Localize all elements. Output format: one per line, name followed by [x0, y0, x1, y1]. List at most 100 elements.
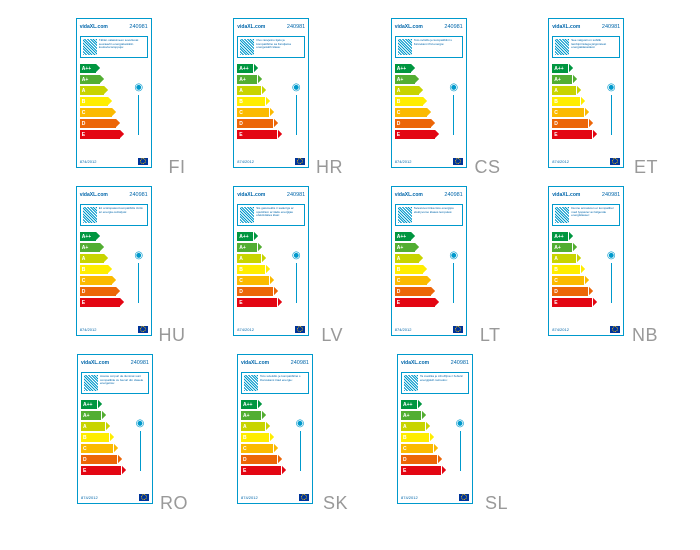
lamp-icon: [555, 207, 569, 223]
brand-text: vidaXL.com: [237, 192, 265, 198]
regulation-text: 874/2012: [241, 495, 258, 500]
label-cell-sl: vidaXL.com240981Ta svetilka je združljiv…: [360, 354, 510, 514]
energy-class-label: C: [554, 278, 558, 284]
energy-label: vidaXL.com240981Ovo rasvjetno tijelo je …: [233, 18, 309, 168]
lamp-diagram: ◉: [291, 400, 309, 489]
label-row-2: vidaXL.com240981Aceste corpuri de ilumin…: [40, 354, 660, 514]
energy-arrow-ap: A+: [552, 243, 600, 252]
energy-class-label: A++: [397, 66, 406, 72]
energy-arrows: A++A+ABCDE: [237, 64, 285, 153]
energy-class-label: E: [243, 468, 246, 474]
energy-arrow-ap: A+: [395, 75, 443, 84]
energy-class-label: A++: [554, 234, 563, 240]
label-cell-lt: vidaXL.com240981Šviestuvui tinka šios en…: [355, 186, 503, 346]
energy-class-label: E: [397, 300, 400, 306]
energy-arrow-a: A: [395, 254, 443, 263]
energy-class-label: D: [397, 289, 401, 295]
info-box: See valgusti on sobilik lambipirnidega j…: [552, 36, 620, 58]
energy-class-label: A+: [243, 413, 250, 419]
bulb-icon: ◉: [456, 418, 465, 429]
lamp-line: [453, 263, 454, 303]
compatibility-text: Aceste corpuri de iluminat sunt compatib…: [100, 375, 146, 391]
energy-class-label: A: [397, 256, 401, 262]
country-code: LT: [480, 325, 501, 346]
energy-arrows: A++A+ABCDE: [81, 400, 129, 489]
info-box: Ez a lámpatest kompatibilis izzók az ene…: [80, 204, 148, 226]
compatibility-text: Šviestuvui tinka šios energijos efektyvu…: [414, 207, 460, 223]
energy-arrow-e: E: [241, 466, 289, 475]
energy-class-label: A+: [554, 245, 561, 251]
energy-class-label: A+: [239, 77, 246, 83]
lamp-diagram: ◉: [130, 232, 148, 321]
energy-class-label: A: [403, 424, 407, 430]
energy-arrow-d: D: [241, 455, 289, 464]
energy-class-label: A+: [397, 77, 404, 83]
info-box: Aceste corpuri de iluminat sunt compatib…: [81, 372, 149, 394]
compatibility-text: Denne armaturen er kompatibel med lyspær…: [571, 207, 617, 223]
energy-class-label: D: [239, 289, 243, 295]
energy-class-label: E: [554, 300, 557, 306]
info-box: Šviestuvui tinka šios energijos efektyvu…: [395, 204, 463, 226]
energy-arrow-app: A++: [81, 400, 129, 409]
energy-arrow-app: A++: [237, 232, 285, 241]
energy-label: vidaXL.com240981Denne armaturen er kompa…: [548, 186, 624, 336]
regulation-text: 874/2012: [237, 159, 254, 164]
brand-text: vidaXL.com: [81, 360, 109, 366]
lamp-icon: [83, 207, 97, 223]
energy-class-label: A++: [239, 66, 248, 72]
energy-arrow-e: E: [395, 130, 443, 139]
energy-arrows: A++A+ABCDE: [552, 232, 600, 321]
label-cell-ro: vidaXL.com240981Aceste corpuri de ilumin…: [40, 354, 190, 514]
label-cell-sk: vidaXL.com240981Toto svietidlo je kompat…: [200, 354, 350, 514]
lamp-icon: [84, 375, 98, 391]
lamp-icon: [398, 39, 412, 55]
eu-flag-icon: [139, 494, 149, 501]
energy-arrow-a: A: [80, 86, 128, 95]
lamp-diagram: ◉: [602, 232, 620, 321]
brand-text: vidaXL.com: [80, 192, 108, 198]
energy-class-label: B: [83, 435, 87, 441]
energy-arrow-d: D: [237, 287, 285, 296]
label-cell-hu: vidaXL.com240981Ez a lámpatest kompatibi…: [40, 186, 188, 346]
country-code: CS: [474, 157, 500, 178]
compatibility-text: Ovo rasvjetno tijelo je kompatibilno sa …: [256, 39, 302, 55]
energy-arrow-e: E: [401, 466, 449, 475]
energy-class-label: C: [403, 446, 407, 452]
label-cell-et: vidaXL.com240981See valgusti on sobilik …: [513, 18, 661, 178]
energy-class-label: B: [243, 435, 247, 441]
energy-class-label: C: [83, 446, 87, 452]
energy-class-label: B: [554, 99, 558, 105]
energy-arrow-d: D: [552, 119, 600, 128]
label-header: vidaXL.com240981: [234, 187, 308, 202]
energy-arrows: A++A+ABCDE: [241, 400, 289, 489]
compatibility-text: See valgusti on sobilik lambipirnidega j…: [571, 39, 617, 55]
regulation-text: 874/2012: [552, 327, 569, 332]
bulb-icon: ◉: [607, 250, 616, 261]
energy-class-label: B: [397, 267, 401, 273]
brand-text: vidaXL.com: [552, 24, 580, 30]
brand-text: vidaXL.com: [237, 24, 265, 30]
energy-arrow-b: B: [81, 433, 129, 442]
compatibility-text: Šis gaismeklis ir saderīgs ar spuldzēm a…: [256, 207, 302, 223]
compatibility-text: Toto svietidlo je kompatibilné s žiarovk…: [260, 375, 306, 391]
eu-flag-icon: [138, 158, 148, 165]
energy-class-label: A++: [554, 66, 563, 72]
energy-arrow-b: B: [237, 97, 285, 106]
energy-arrow-b: B: [552, 97, 600, 106]
regulation-text: 874/2012: [80, 159, 97, 164]
info-box: Ovo rasvjetno tijelo je kompatibilno sa …: [237, 36, 305, 58]
energy-label: vidaXL.com240981Toto svietidlo je kompat…: [237, 354, 313, 504]
energy-arrow-c: C: [237, 276, 285, 285]
energy-arrow-ap: A+: [401, 411, 449, 420]
energy-class-label: A: [239, 256, 243, 262]
label-footer: 874/2012: [392, 323, 466, 335]
energy-class-label: A: [83, 424, 87, 430]
brand-text: vidaXL.com: [401, 360, 429, 366]
energy-class-label: D: [239, 121, 243, 127]
energy-chart: A++A+ABCDE◉: [392, 228, 466, 323]
lamp-line: [138, 263, 139, 303]
regulation-text: 874/2012: [237, 327, 254, 332]
bulb-icon: ◉: [292, 82, 301, 93]
energy-chart: A++A+ABCDE◉: [238, 396, 312, 491]
energy-arrow-b: B: [241, 433, 289, 442]
